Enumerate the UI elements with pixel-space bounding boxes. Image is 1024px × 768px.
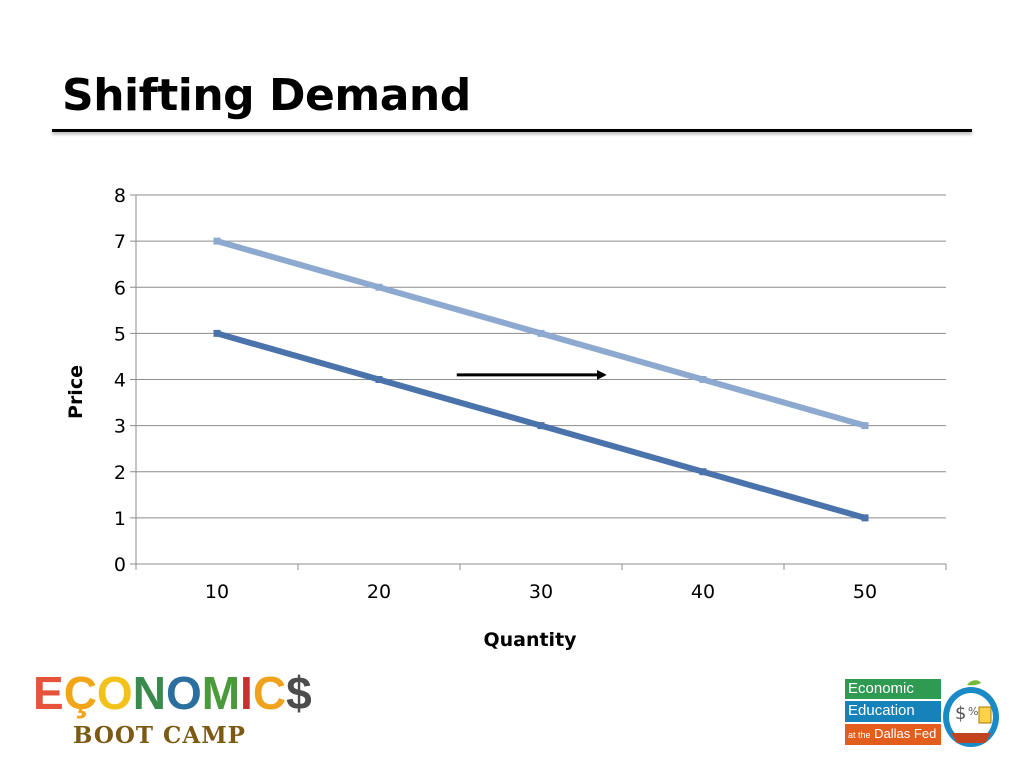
logo-line-education: Education — [845, 701, 941, 722]
y-tick-label: 8 — [114, 185, 126, 207]
logo-letter: E — [33, 667, 64, 719]
x-axis-title: Quantity — [483, 629, 577, 651]
x-tick-label: 30 — [529, 581, 553, 603]
boot-camp-label: BOOT CAMP — [73, 722, 246, 749]
economics-boot-camp-logo: E Ç O N O M I C $ BOOT CAMP — [33, 667, 312, 752]
y-axis-title: Price — [65, 365, 87, 419]
data-point-2 — [537, 422, 545, 430]
logo-at-the: at the — [848, 730, 871, 740]
logo-dallas-fed: Dallas Fed — [874, 726, 937, 741]
logo-letter: O — [96, 667, 133, 719]
logo-letter: O — [165, 667, 202, 719]
data-point-2 — [375, 376, 383, 383]
y-tick-label: 7 — [114, 231, 126, 253]
y-tick-label: 3 — [114, 416, 126, 438]
economic-education-logo: Economic Education at the Dallas Fed $ % — [845, 677, 1001, 749]
logo-letter: I — [240, 667, 253, 719]
logo-letter: C — [252, 667, 287, 719]
y-tick-label: 1 — [114, 508, 126, 530]
y-tick-label: 5 — [114, 323, 126, 345]
x-tick-label: 20 — [367, 581, 391, 603]
y-tick-label: 4 — [114, 370, 126, 392]
data-point-1 — [699, 376, 707, 383]
data-point-2 — [699, 468, 707, 476]
logo-letter: $ — [286, 667, 312, 719]
logo-line-economic: Economic — [845, 679, 941, 699]
x-tick-label: 40 — [691, 581, 715, 603]
data-point-1 — [537, 329, 545, 337]
percent-icon: % — [968, 705, 978, 718]
title-divider — [52, 129, 972, 132]
y-tick-label: 6 — [114, 277, 126, 299]
apple-icon — [967, 680, 981, 686]
data-point-1 — [375, 283, 383, 291]
y-tick-label: 2 — [114, 462, 126, 484]
dallas-fed-emblem-icon: $ % — [943, 680, 999, 747]
logo-letter: N — [132, 667, 166, 719]
slide-title: Shifting Demand — [62, 70, 471, 121]
logo-line-dallas-fed: at the Dallas Fed — [845, 724, 941, 745]
dollar-icon: $ — [955, 703, 966, 724]
data-point-2 — [861, 514, 869, 522]
data-point-1 — [213, 237, 221, 245]
x-tick-label: 10 — [205, 581, 229, 603]
y-tick-label: 0 — [114, 554, 126, 576]
data-point-2 — [213, 329, 221, 337]
logo-letter: Ç — [63, 667, 97, 719]
data-point-1 — [861, 422, 869, 430]
economics-wordmark: E Ç O N O M I C $ — [33, 667, 312, 719]
x-tick-label: 50 — [853, 581, 877, 603]
line-chart: 0 1 2 3 4 5 6 7 8 10 20 30 40 50 Price Quantity — [65, 185, 947, 651]
logo-letter: M — [201, 667, 241, 719]
